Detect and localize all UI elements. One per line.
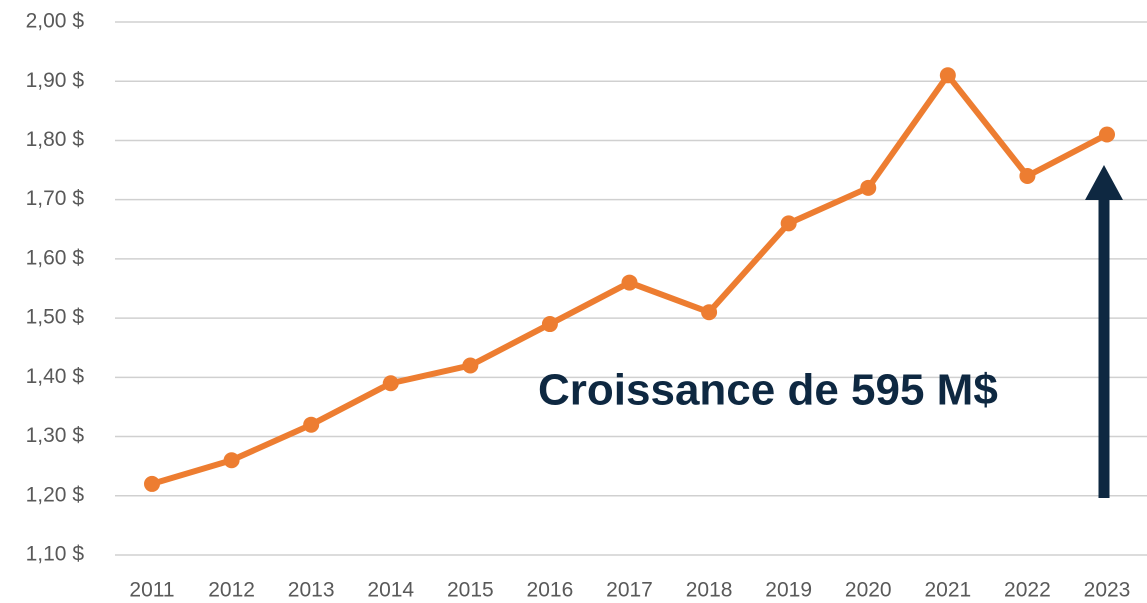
x-tick-label: 2011 xyxy=(129,579,174,602)
point xyxy=(939,67,956,84)
x-tick-label: 2023 xyxy=(1084,579,1131,602)
point xyxy=(780,215,797,232)
point xyxy=(701,304,718,321)
y-tick-label: 1,40 $ xyxy=(26,365,85,388)
y-tick-label: 2,00 $ xyxy=(26,10,85,33)
point xyxy=(303,416,320,433)
y-tick-label: 1,10 $ xyxy=(26,543,85,566)
x-tick-label: 2015 xyxy=(447,579,494,602)
x-tick-label: 2018 xyxy=(686,579,733,602)
y-tick-label: 1,30 $ xyxy=(26,424,85,447)
x-tick-label: 2020 xyxy=(845,579,892,602)
x-tick-label: 2016 xyxy=(527,579,574,602)
x-tick-label: 2014 xyxy=(367,579,414,602)
x-tick-label: 2012 xyxy=(208,579,255,602)
y-tick-label: 1,50 $ xyxy=(26,306,85,329)
arrow-head xyxy=(1085,165,1123,200)
y-tick-label: 1,90 $ xyxy=(26,69,85,92)
y-tick-label: 1,20 $ xyxy=(26,483,85,506)
point xyxy=(1099,126,1115,143)
x-tick-label: 2013 xyxy=(288,579,335,602)
y-tick-label: 1,60 $ xyxy=(26,246,85,269)
annotation: Croissance de 595 M$ xyxy=(538,366,998,415)
x-tick-label: 2022 xyxy=(1004,579,1051,602)
point xyxy=(223,452,240,469)
y-tick-label: 1,80 $ xyxy=(26,128,85,151)
point xyxy=(382,375,399,392)
point xyxy=(144,475,160,492)
point xyxy=(621,274,638,291)
x-tick-label: 2021 xyxy=(924,579,971,602)
x-tick-label: 2019 xyxy=(765,579,812,602)
y-tick-label: 1,70 $ xyxy=(26,187,85,210)
point xyxy=(462,357,479,374)
point xyxy=(860,179,877,196)
point xyxy=(1019,167,1036,184)
x-tick-label: 2017 xyxy=(606,579,653,602)
point xyxy=(541,316,558,333)
